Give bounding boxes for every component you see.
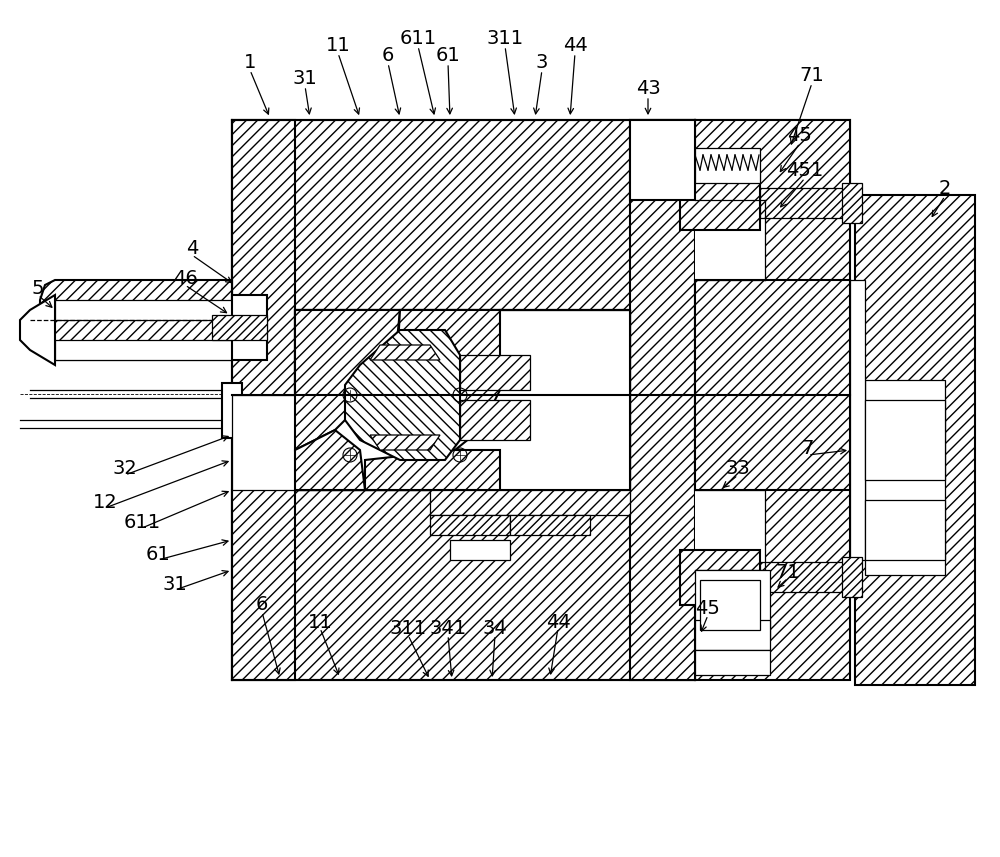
- Bar: [450, 540, 510, 560]
- Bar: [865, 400, 945, 480]
- Bar: [760, 562, 850, 592]
- Bar: [695, 120, 850, 200]
- Bar: [55, 340, 232, 360]
- Bar: [222, 383, 242, 438]
- Text: 12: 12: [93, 493, 117, 512]
- Bar: [460, 400, 530, 440]
- Bar: [232, 490, 695, 680]
- Bar: [510, 515, 590, 535]
- Bar: [700, 580, 760, 630]
- Text: 611: 611: [123, 512, 161, 531]
- Polygon shape: [395, 310, 500, 450]
- Polygon shape: [295, 430, 365, 490]
- Polygon shape: [20, 295, 55, 365]
- Bar: [850, 280, 865, 560]
- Text: 4: 4: [186, 238, 198, 257]
- Text: 5: 5: [32, 279, 44, 297]
- Text: 311: 311: [486, 28, 524, 47]
- Bar: [430, 515, 510, 535]
- Bar: [630, 120, 695, 680]
- Text: 44: 44: [546, 613, 570, 632]
- Text: 45: 45: [696, 598, 720, 618]
- Bar: [695, 200, 765, 280]
- Text: 61: 61: [146, 546, 170, 565]
- Text: 6: 6: [256, 596, 268, 614]
- Bar: [695, 650, 770, 675]
- Text: 2: 2: [939, 178, 951, 197]
- Text: 311: 311: [389, 619, 427, 638]
- Bar: [680, 175, 760, 230]
- Text: 3: 3: [536, 52, 548, 71]
- Bar: [695, 280, 850, 490]
- Text: 32: 32: [113, 458, 137, 477]
- Bar: [212, 315, 267, 340]
- Bar: [232, 120, 695, 310]
- Text: 61: 61: [436, 45, 460, 64]
- Text: 611: 611: [399, 28, 437, 47]
- Bar: [430, 490, 630, 515]
- Text: 11: 11: [326, 35, 350, 55]
- Bar: [695, 120, 850, 680]
- Text: 11: 11: [308, 613, 332, 632]
- Bar: [842, 183, 862, 223]
- Polygon shape: [370, 345, 440, 360]
- Bar: [695, 490, 765, 570]
- Bar: [630, 120, 695, 200]
- Text: 341: 341: [429, 619, 467, 638]
- Bar: [865, 500, 945, 560]
- Polygon shape: [370, 435, 440, 450]
- Bar: [500, 310, 630, 400]
- Bar: [232, 395, 297, 490]
- Bar: [680, 550, 760, 605]
- Bar: [295, 310, 630, 490]
- Text: 6: 6: [382, 45, 394, 64]
- Bar: [865, 380, 945, 575]
- Bar: [842, 557, 862, 597]
- Text: 1: 1: [244, 52, 256, 71]
- Bar: [295, 310, 500, 390]
- Text: 31: 31: [163, 576, 187, 595]
- Bar: [695, 148, 760, 183]
- Text: 34: 34: [483, 619, 507, 638]
- Text: 43: 43: [636, 79, 660, 98]
- Bar: [232, 295, 267, 360]
- Text: 451: 451: [786, 160, 824, 179]
- Bar: [760, 188, 850, 218]
- Bar: [500, 420, 630, 490]
- Text: 46: 46: [173, 268, 197, 287]
- Polygon shape: [365, 450, 500, 490]
- Polygon shape: [295, 310, 400, 450]
- Bar: [232, 120, 295, 680]
- Text: 33: 33: [726, 458, 750, 477]
- Bar: [295, 435, 500, 490]
- Polygon shape: [345, 330, 460, 460]
- Bar: [55, 300, 232, 320]
- Bar: [460, 355, 530, 390]
- Text: 71: 71: [776, 562, 800, 582]
- Text: 45: 45: [788, 125, 812, 145]
- Bar: [695, 570, 770, 640]
- Bar: [855, 195, 975, 685]
- Text: 44: 44: [563, 35, 587, 55]
- Polygon shape: [40, 280, 232, 360]
- Bar: [695, 620, 770, 650]
- Text: 71: 71: [800, 65, 824, 85]
- Text: 31: 31: [293, 69, 317, 87]
- Text: 7: 7: [802, 439, 814, 458]
